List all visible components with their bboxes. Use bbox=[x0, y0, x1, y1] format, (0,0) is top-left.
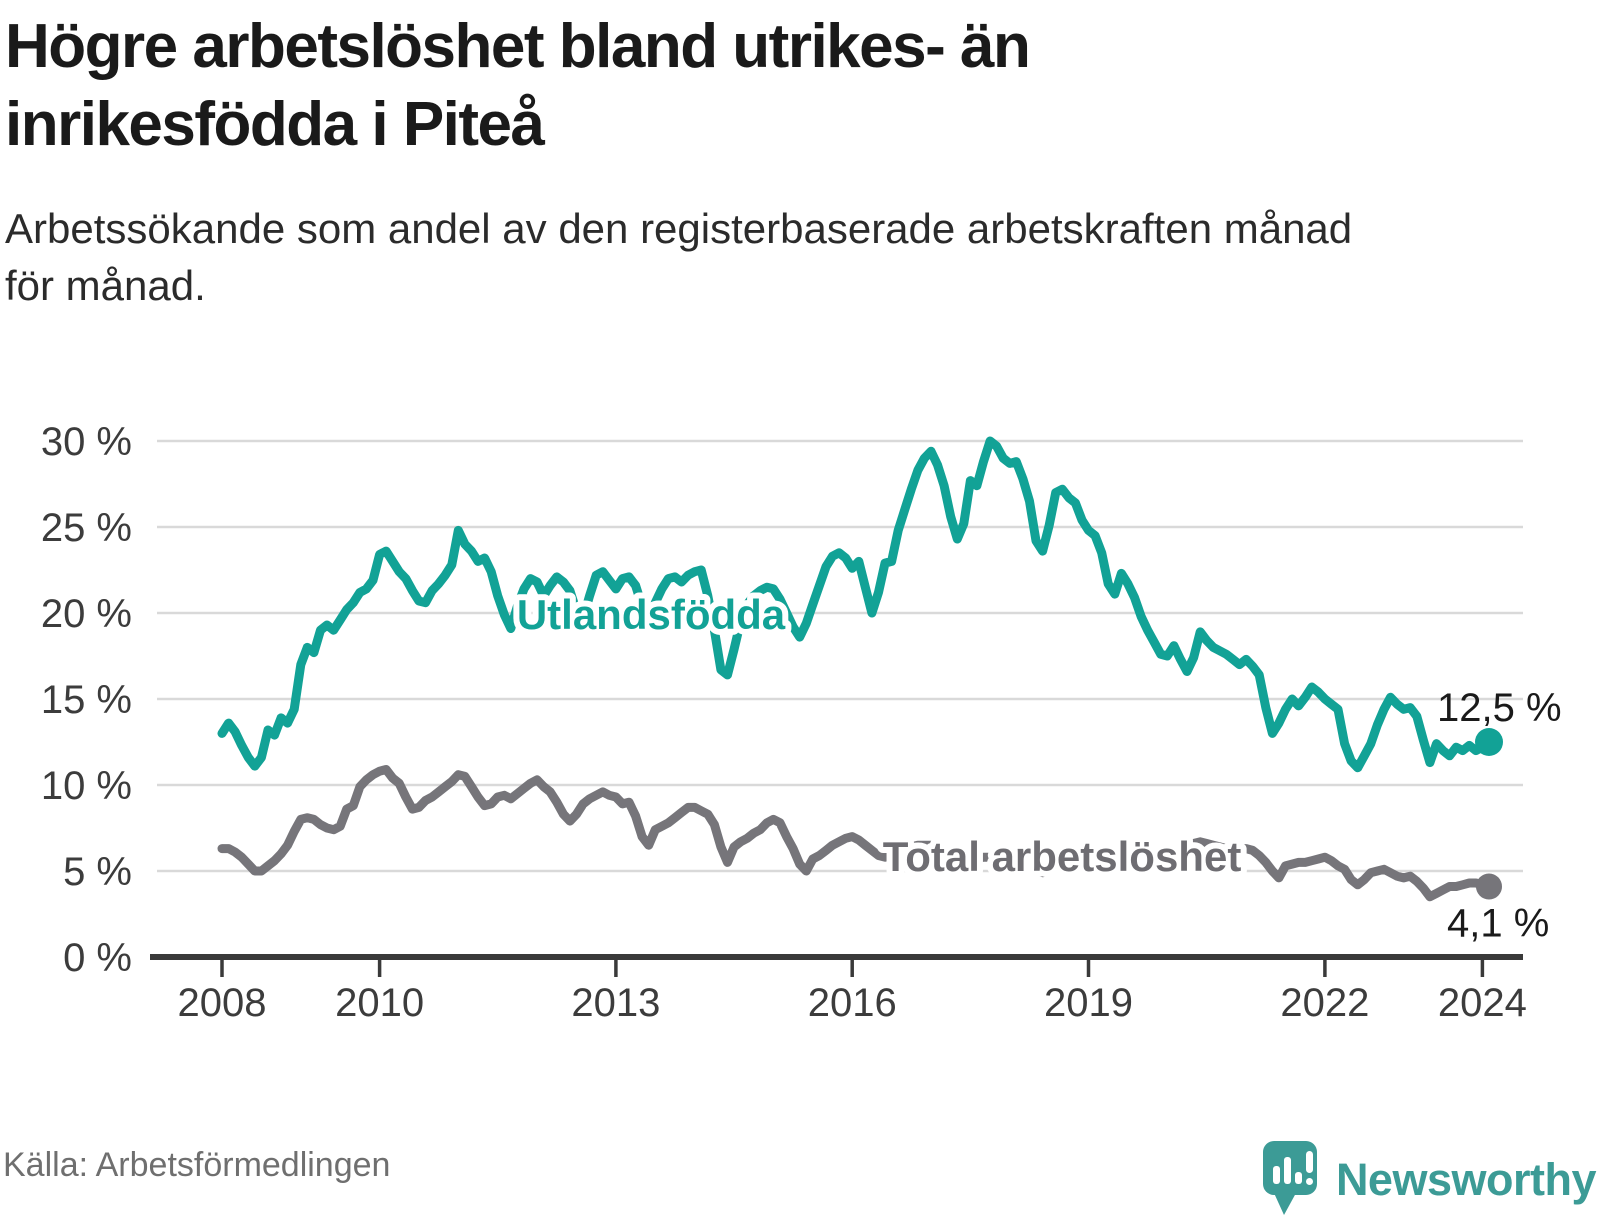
title-line-2: inrikesfödda i Piteå bbox=[5, 90, 545, 160]
y-tick-label: 0 % bbox=[63, 936, 132, 980]
x-tick-label: 2022 bbox=[1280, 981, 1369, 1025]
y-tick-label: 20 % bbox=[41, 592, 132, 636]
y-tick-label: 15 % bbox=[41, 678, 132, 722]
series-label-total: Total arbetslöshet bbox=[883, 833, 1242, 880]
y-axis-labels: 0 % 5 % 10 % 15 % 20 % 25 % 30 % bbox=[41, 420, 132, 980]
gridlines bbox=[157, 439, 1523, 873]
x-axis-ticks: 2008 2010 2013 2016 2019 2022 2024 bbox=[178, 960, 1527, 1025]
series-end-value: 4,1 % bbox=[1447, 902, 1549, 946]
source-note: Källa: Arbetsförmedlingen bbox=[3, 1146, 391, 1184]
subtitle-line-1: Arbetssökande som andel av den registerb… bbox=[5, 205, 1353, 252]
x-tick-label: 2008 bbox=[178, 981, 267, 1025]
chart-subtitle: Arbetssökande som andel av den registerb… bbox=[5, 200, 1352, 314]
y-tick-label: 25 % bbox=[41, 506, 132, 550]
y-tick-label: 5 % bbox=[63, 850, 132, 894]
y-tick-label: 30 % bbox=[41, 420, 132, 464]
x-tick-label: 2013 bbox=[571, 981, 660, 1025]
newsworthy-logo-text: Newsworthy bbox=[1335, 1153, 1597, 1205]
x-tick-label: 2016 bbox=[808, 981, 897, 1025]
x-tick-label: 2010 bbox=[335, 981, 424, 1025]
series-line-utlandsfodda bbox=[217, 436, 1494, 773]
newsworthy-logo: Newsworthy bbox=[1260, 1133, 1597, 1218]
newsworthy-logo-icon bbox=[1262, 1141, 1317, 1215]
x-tick-label: 2024 bbox=[1438, 981, 1527, 1025]
series-line-total bbox=[217, 765, 1494, 902]
page-title: Högre arbetslöshet bland utrikes- än inr… bbox=[5, 8, 1031, 164]
series-end-value: 12,5 % bbox=[1437, 686, 1562, 730]
subtitle-line-2: för månad. bbox=[5, 262, 206, 310]
y-tick-label: 10 % bbox=[41, 764, 132, 808]
series-label-utlandsfodda: Utlandsfödda bbox=[517, 591, 786, 638]
series-end-dot bbox=[1475, 728, 1503, 756]
title-line-1: Högre arbetslöshet bland utrikes- än bbox=[5, 12, 1031, 81]
series-end-dot bbox=[1476, 873, 1502, 900]
x-tick-label: 2019 bbox=[1044, 981, 1133, 1025]
